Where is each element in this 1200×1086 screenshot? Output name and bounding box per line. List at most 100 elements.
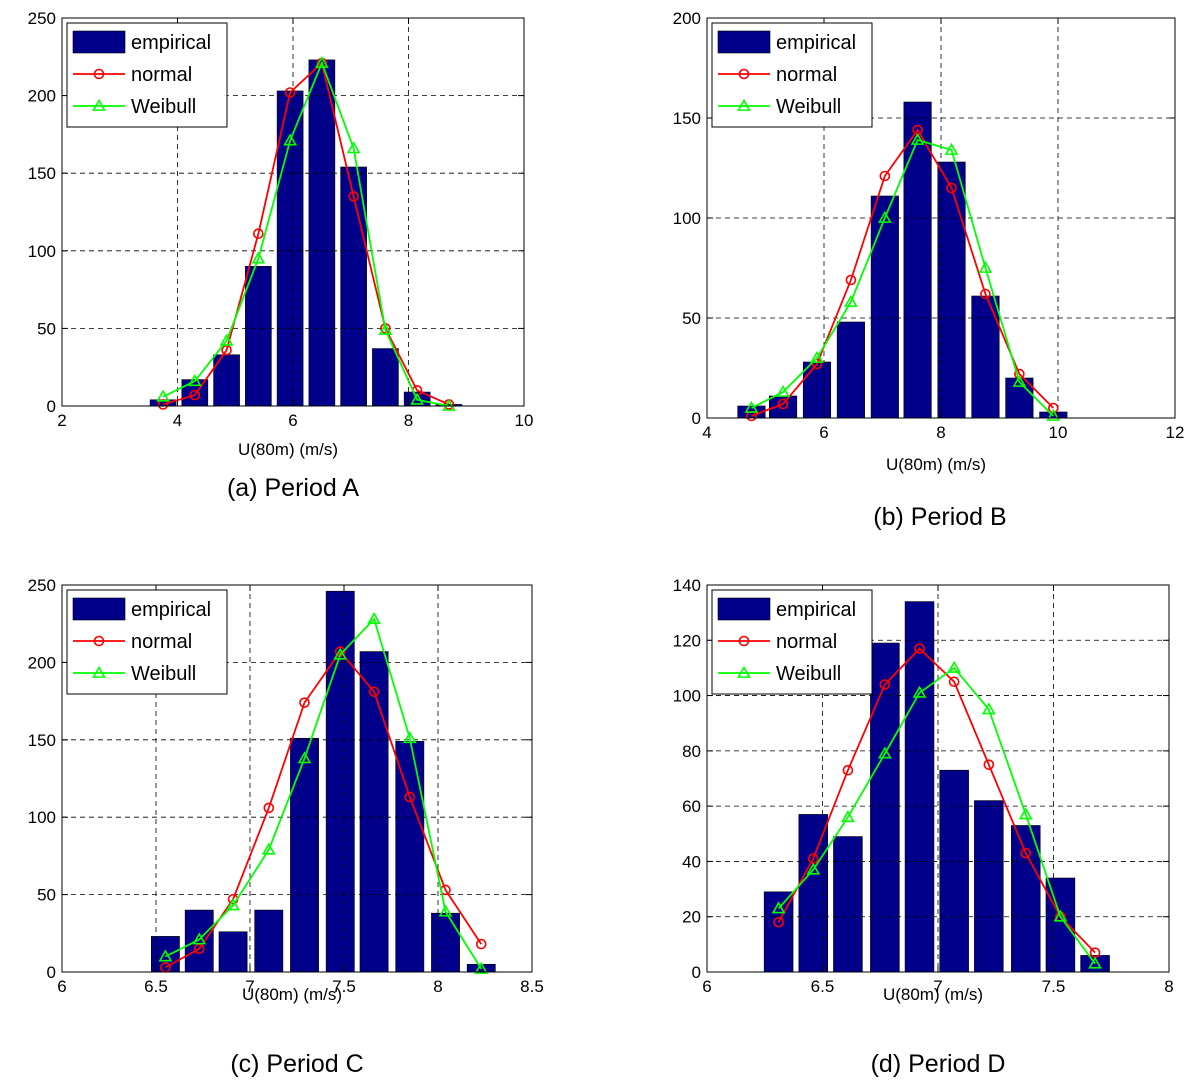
x-tick-label: 4 (173, 411, 182, 430)
data-point (219, 333, 234, 346)
x-tick-label: 4 (702, 423, 711, 442)
data-point (1046, 408, 1061, 421)
x-axis-label: U(80m) (m/s) (238, 440, 338, 459)
bar (290, 737, 319, 973)
data-point (806, 862, 821, 875)
legend-marker (93, 635, 105, 647)
bar (903, 101, 932, 419)
y-tick-label: 0 (47, 397, 56, 416)
data-point (910, 132, 925, 145)
legend: empirical normal Weibull (711, 22, 873, 128)
data-point (378, 322, 393, 335)
y-tick-label: 120 (673, 631, 701, 650)
data-point (845, 274, 857, 286)
data-point (367, 611, 381, 624)
bar (372, 348, 399, 407)
data-point (284, 87, 296, 98)
legend-marker (93, 68, 105, 80)
data-point (912, 685, 927, 698)
data-point (297, 751, 312, 764)
bar (276, 90, 304, 407)
legend: empirical normal Weibull (66, 589, 228, 695)
bar (974, 800, 1004, 973)
y-tick-label: 250 (28, 576, 56, 595)
data-point (368, 686, 380, 698)
y-tick-label: 50 (37, 886, 56, 905)
y-tick-label: 150 (28, 731, 56, 750)
data-point (333, 647, 348, 660)
bar (245, 266, 272, 407)
data-point (1048, 402, 1059, 414)
legend-label: normal (131, 631, 192, 653)
legend-swatch (72, 30, 126, 54)
legend-swatch (717, 597, 771, 621)
bar (254, 909, 284, 973)
data-point (226, 898, 240, 911)
y-tick-label: 50 (682, 309, 701, 328)
legend-marker (92, 98, 106, 111)
y-tick-label: 60 (682, 797, 701, 816)
x-tick-label: 7.5 (332, 977, 356, 996)
data-point (946, 182, 957, 194)
axes-box (61, 584, 533, 973)
data-point (438, 904, 453, 917)
data-point (879, 170, 891, 182)
x-tick-label: 12 (1166, 423, 1185, 442)
data-point (251, 251, 266, 264)
panel-caption: (a) Period A (227, 474, 359, 502)
series-line-Weibull (751, 138, 1054, 417)
legend-label: normal (131, 64, 192, 86)
data-point (1088, 956, 1102, 969)
legend-marker (738, 635, 750, 647)
bar (1045, 877, 1076, 973)
series-line-normal (162, 61, 450, 406)
x-tick-label: 10 (1049, 423, 1068, 442)
data-point (474, 961, 489, 974)
data-point (914, 643, 925, 654)
chart-panel-1: 4 6 8 10 12 0 50 100 150 200 U(80m) (m/s) empirical… (673, 9, 1185, 531)
y-tick-label: 150 (28, 164, 56, 183)
data-point (261, 842, 276, 855)
bar (308, 59, 336, 407)
data-point (314, 55, 329, 68)
legend-marker (737, 665, 751, 678)
panel-caption: (b) Period B (873, 503, 1006, 531)
data-point (1053, 909, 1068, 922)
data-point (877, 210, 892, 223)
data-point (844, 294, 858, 307)
data-point (442, 398, 456, 411)
x-tick-label: 8 (404, 411, 413, 430)
x-tick-label: 7 (245, 977, 254, 996)
data-point (299, 697, 310, 708)
data-point (475, 938, 487, 950)
legend-label: normal (776, 64, 837, 86)
legend: empirical normal Weibull (711, 589, 873, 695)
x-tick-label: 6 (819, 423, 828, 442)
legend-label: empirical (776, 32, 856, 54)
data-point (404, 791, 416, 803)
legend-label: Weibull (776, 96, 841, 118)
data-point (978, 260, 993, 273)
data-point (1014, 368, 1025, 380)
y-tick-label: 150 (673, 109, 701, 128)
y-tick-label: 20 (682, 908, 701, 927)
data-point (157, 399, 169, 410)
data-point (842, 764, 854, 776)
x-tick-label: 6 (57, 977, 66, 996)
x-tick-label: 8 (936, 423, 945, 442)
data-point (810, 350, 824, 363)
legend-marker (92, 665, 106, 678)
legend-label: normal (776, 631, 837, 653)
data-point (410, 392, 425, 405)
data-point (980, 288, 991, 300)
x-tick-label: 8 (433, 977, 442, 996)
data-point (811, 358, 823, 370)
y-tick-label: 200 (28, 653, 56, 672)
x-tick-label: 6 (702, 977, 711, 996)
series-line-normal (777, 647, 1096, 954)
legend: empirical normal Weibull (66, 22, 228, 128)
data-point (346, 141, 361, 154)
data-point (192, 932, 207, 945)
legend-swatch (717, 30, 771, 54)
